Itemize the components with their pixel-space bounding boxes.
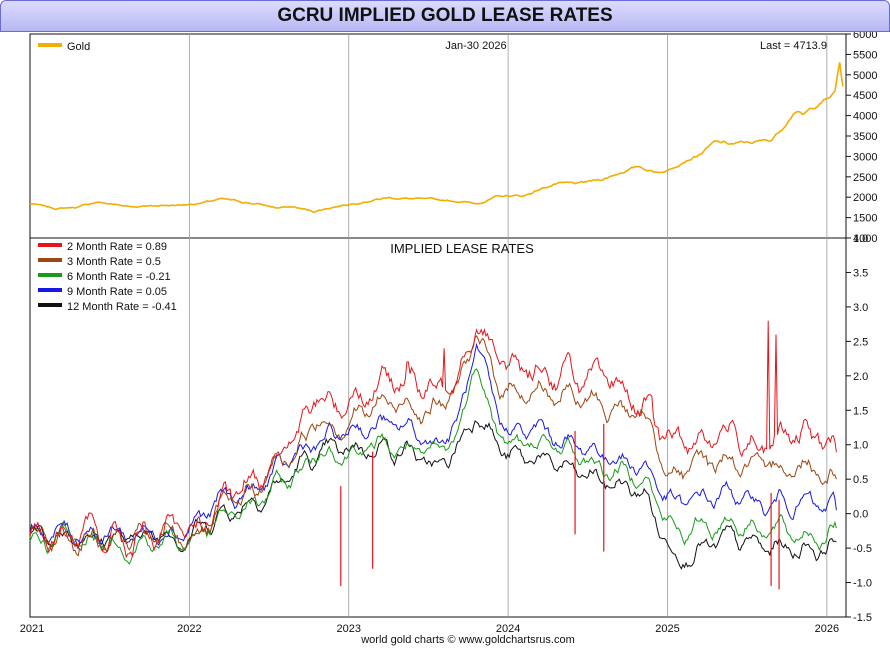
gold-y-tick-label: 3000 xyxy=(853,151,877,163)
lease-y-tick-label: 2.5 xyxy=(853,336,868,348)
axes-layer: 2021 2022 2023 2024 2025 2026 1000 1500 2000 2500… xyxy=(20,29,878,635)
gold-y-tick-label: 1000 xyxy=(853,233,877,245)
grid-lines xyxy=(188,34,828,617)
gold-y-tick-label: 2000 xyxy=(853,192,877,204)
lease-legend-swatch xyxy=(38,273,62,277)
title-bar: GCRU IMPLIED GOLD LEASE RATES xyxy=(0,0,890,32)
lease-legend-swatch xyxy=(38,288,62,292)
3-month-rate-line xyxy=(29,335,837,557)
lease-y-tick-label: -0.5 xyxy=(853,543,872,555)
lease-legend-label: 2 Month Rate = 0.89 xyxy=(67,241,167,253)
gold-price-line xyxy=(29,62,844,214)
lease-y-tick-label: 0.5 xyxy=(853,474,868,486)
gold-y-tick-label: 3500 xyxy=(853,131,877,143)
last-label: Last = 4713.9 xyxy=(760,40,827,52)
lease-y-tick-label: 1.0 xyxy=(853,440,868,452)
lease-y-tick-label: 2.0 xyxy=(853,371,868,383)
gold-y-tick-label: 4500 xyxy=(853,90,877,102)
gold-legend-label: Gold xyxy=(67,41,90,53)
x-tick-label: 2026 xyxy=(815,623,839,635)
lease-legend-swatch xyxy=(38,303,62,307)
footer-credit: world gold charts © www.goldchartsrus.co… xyxy=(360,634,575,646)
gold-y-tick-label: 4000 xyxy=(853,111,877,123)
lease-y-tick-label: 1.5 xyxy=(853,405,868,417)
gold-y-tick-label: 5500 xyxy=(853,49,877,61)
lease-y-tick-label: 4.0 xyxy=(853,233,868,245)
x-tick-label: 2025 xyxy=(655,623,679,635)
date-label: Jan-30 2026 xyxy=(445,40,506,52)
gold-legend-swatch xyxy=(38,43,62,47)
lease-y-tick-label: -1.0 xyxy=(853,578,872,590)
chart-title: GCRU IMPLIED GOLD LEASE RATES xyxy=(277,5,613,26)
2-month-rate-line xyxy=(29,320,837,559)
12-month-rate-line xyxy=(29,420,837,570)
gold-y-tick-label: 6000 xyxy=(853,29,877,41)
lease-legend-label: 12 Month Rate = -0.41 xyxy=(67,301,177,313)
lease-y-tick-label: -1.5 xyxy=(853,612,872,624)
lease-legend-swatch xyxy=(38,258,62,262)
lease-y-tick-label: 0.0 xyxy=(853,509,868,521)
gold-y-tick-label: 5000 xyxy=(853,70,877,82)
lease-y-tick-label: 3.5 xyxy=(853,267,868,279)
lease-y-tick-label: 3.0 xyxy=(853,302,868,314)
lease-panel-title: IMPLIED LEASE RATES xyxy=(390,241,534,256)
lease-legend-label: 6 Month Rate = -0.21 xyxy=(67,271,171,283)
6-month-rate-line xyxy=(29,368,837,565)
x-tick-label: 2022 xyxy=(177,623,201,635)
gold-y-tick-label: 1500 xyxy=(853,213,877,225)
legend-layer: Gold 2 Month Rate = 0.89 3 Month Rate = 0.… xyxy=(38,41,177,313)
gold-y-tick-label: 2500 xyxy=(853,172,877,184)
lease-legend-swatch xyxy=(38,243,62,247)
x-tick-label: 2021 xyxy=(20,623,44,635)
lease-legend-label: 9 Month Rate = 0.05 xyxy=(67,286,167,298)
series-layer xyxy=(29,62,844,590)
x-tick-label: 2023 xyxy=(337,623,361,635)
x-tick-label: 2024 xyxy=(496,623,520,635)
lease-legend-label: 3 Month Rate = 0.5 xyxy=(67,256,161,268)
